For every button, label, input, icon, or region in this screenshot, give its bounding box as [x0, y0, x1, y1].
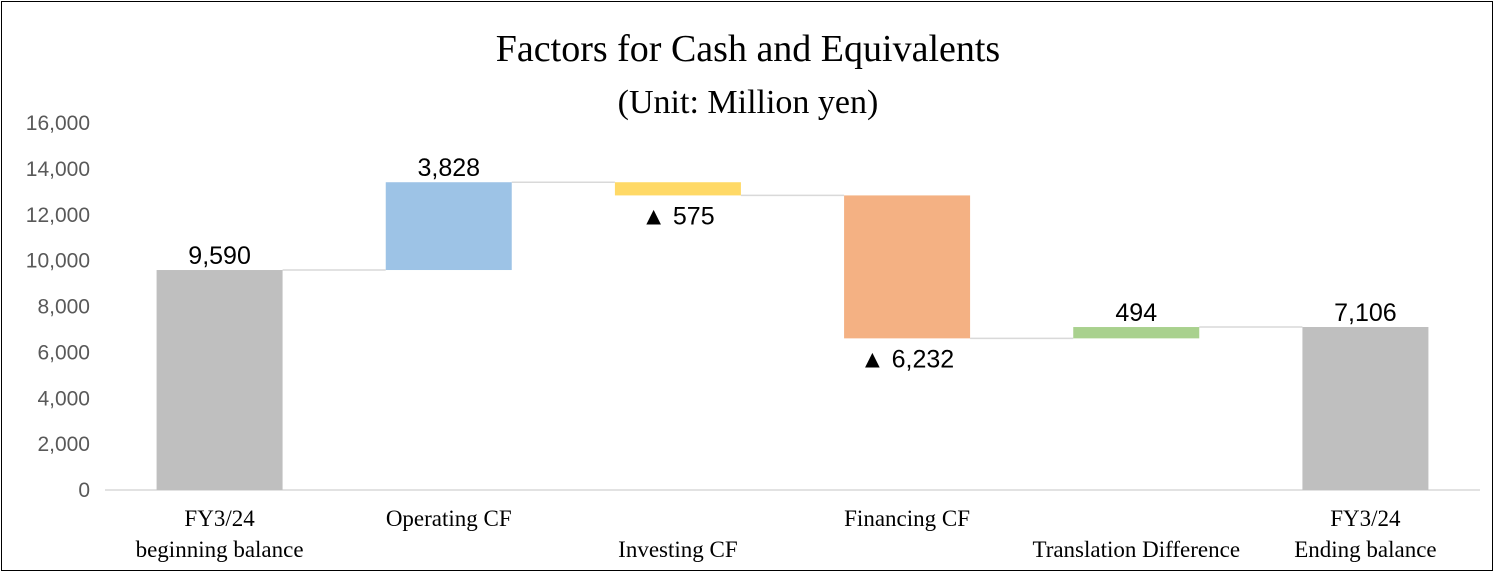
data-label: ▲ 575	[641, 202, 714, 230]
y-tick-label: 0	[78, 479, 90, 502]
data-label: 494	[1115, 299, 1157, 327]
chart-subtitle: (Unit: Million yen)	[617, 84, 879, 121]
bar	[1302, 327, 1429, 490]
data-labels: 9,590 3,828 ▲ 575 ▲ 6,232 494 7,106	[188, 154, 1396, 373]
bar	[614, 182, 741, 196]
y-tick-label: 2,000	[37, 433, 90, 456]
category-label: Ending balance	[1294, 537, 1436, 562]
category-label: FY3/24	[1330, 506, 1401, 531]
bar	[1073, 327, 1200, 339]
data-label: 9,590	[188, 242, 251, 270]
y-tick-label: 12,000	[26, 204, 90, 227]
bar	[844, 195, 971, 339]
bar	[156, 270, 283, 490]
y-tick-label: 14,000	[26, 158, 90, 181]
y-tick-label: 8,000	[37, 296, 90, 319]
category-label: FY3/24	[184, 506, 255, 531]
bar-series	[156, 182, 1429, 490]
y-tick-label: 10,000	[26, 250, 90, 273]
y-tick-label: 4,000	[37, 387, 90, 410]
category-label: beginning balance	[136, 537, 304, 562]
category-label: Operating CF	[386, 506, 512, 531]
connector-lines	[282, 181, 1303, 340]
category-label: Financing CF	[844, 506, 970, 531]
bar	[385, 182, 512, 271]
data-label: 3,828	[417, 154, 480, 182]
y-tick-label: 6,000	[37, 341, 90, 364]
data-label: 7,106	[1334, 299, 1397, 327]
category-label: Investing CF	[618, 537, 737, 562]
category-label: Translation Difference	[1032, 537, 1240, 562]
y-tick-label: 16,000	[26, 112, 90, 135]
data-label: ▲ 6,232	[860, 345, 954, 373]
y-axis: 0 2,000 4,000 6,000 8,000 10,000 12,000 14,000 1…	[26, 112, 1480, 502]
category-labels: FY3/24 beginning balance Operating CF Inves…	[136, 506, 1437, 562]
chart-title: Factors for Cash and Equivalents	[495, 28, 1001, 70]
